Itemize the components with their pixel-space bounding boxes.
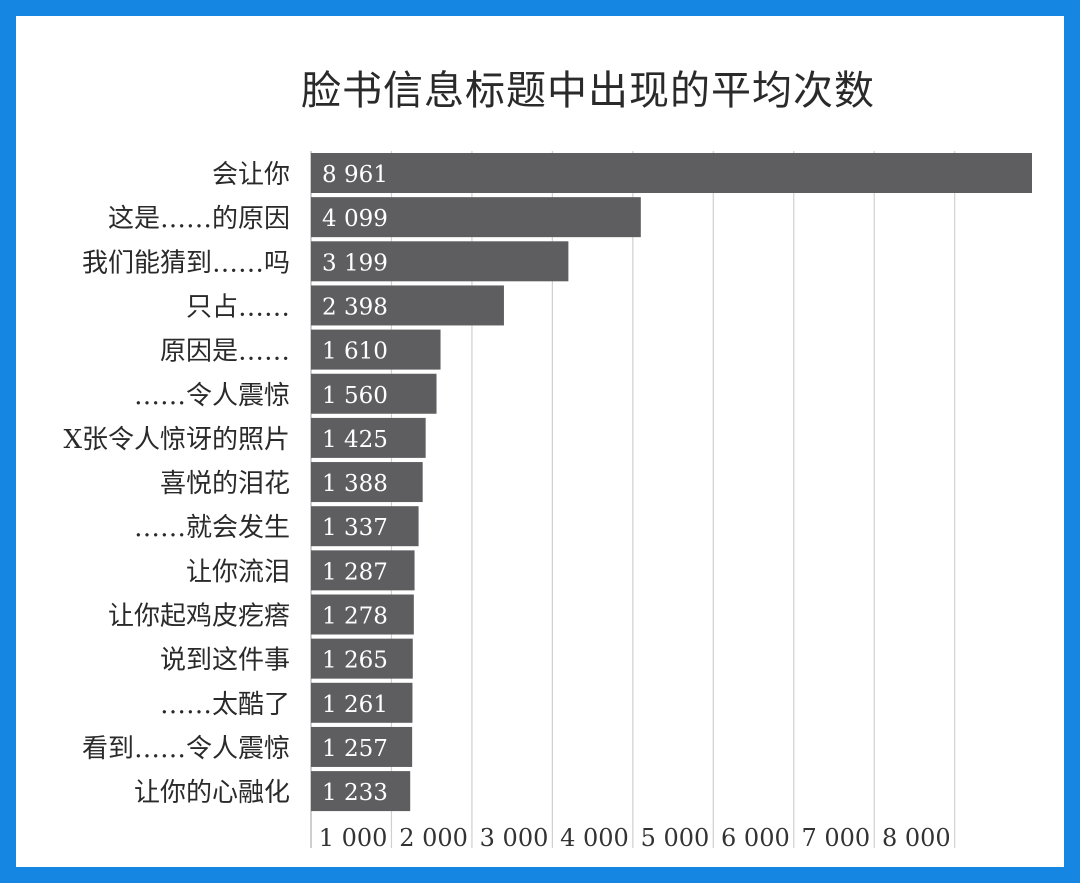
x-tick-label: 6 000 (721, 824, 790, 852)
category-label: 会让你 (212, 160, 290, 190)
x-tick-label: 7 000 (801, 824, 870, 852)
bar-value-label: 1 261 (322, 692, 388, 718)
category-label: 喜悦的泪花 (160, 469, 290, 499)
bar (311, 771, 411, 812)
bar-value-label: 1 388 (322, 471, 388, 497)
bar-value-label: 4 099 (322, 206, 388, 232)
chart-title: 脸书信息标题中出现的平均次数 (301, 68, 875, 114)
x-tick-label: 4 000 (560, 824, 629, 852)
category-label: ……令人震惊 (134, 381, 290, 411)
bar-value-label: 1 610 (322, 339, 388, 365)
x-tick-label: 2 000 (399, 824, 468, 852)
x-tick-label: 8 000 (882, 824, 951, 852)
category-label: 让你流泪 (186, 557, 290, 587)
bar (311, 638, 413, 679)
category-label: 让你起鸡皮疙瘩 (108, 602, 290, 632)
category-label: 只占…… (186, 292, 290, 322)
bar (311, 197, 641, 238)
bar-value-label: 1 337 (322, 515, 388, 541)
category-label: 说到这件事 (160, 646, 290, 676)
bar (311, 373, 437, 414)
bar (311, 594, 414, 635)
bar (311, 550, 415, 591)
x-tick-label: 1 000 (319, 824, 388, 852)
category-label: 原因是…… (160, 337, 290, 367)
bar-value-label: 1 233 (322, 780, 388, 806)
category-label: 看到……令人震惊 (82, 734, 290, 764)
category-label: 让你的心融化 (134, 778, 290, 808)
bar (311, 726, 413, 767)
bar (311, 153, 1032, 193)
bar-value-label: 1 257 (322, 736, 388, 762)
bar (311, 417, 426, 458)
bar (311, 241, 569, 282)
bar-value-label: 1 560 (322, 383, 388, 409)
bar (311, 462, 423, 503)
bar-value-label: 3 199 (322, 250, 388, 276)
category-label: ……就会发生 (134, 513, 290, 543)
category-label: ……太酷了 (160, 690, 290, 720)
bar-value-label: 2 398 (322, 294, 388, 320)
bar-value-label: 1 287 (322, 559, 388, 585)
category-label: X张令人惊讶的照片 (63, 425, 290, 455)
bar-value-label: 1 425 (322, 427, 388, 453)
bar-value-label: 8 961 (322, 162, 388, 188)
bar (311, 285, 504, 326)
bar-value-label: 1 265 (322, 648, 388, 674)
category-label: 这是……的原因 (108, 204, 290, 234)
x-tick-label: 5 000 (641, 824, 710, 852)
x-tick-label: 3 000 (480, 824, 549, 852)
bar (311, 682, 413, 723)
bar (311, 329, 441, 370)
bar (311, 506, 419, 547)
category-label: 我们能猜到……吗 (82, 248, 290, 278)
bar-value-label: 1 278 (322, 604, 388, 630)
